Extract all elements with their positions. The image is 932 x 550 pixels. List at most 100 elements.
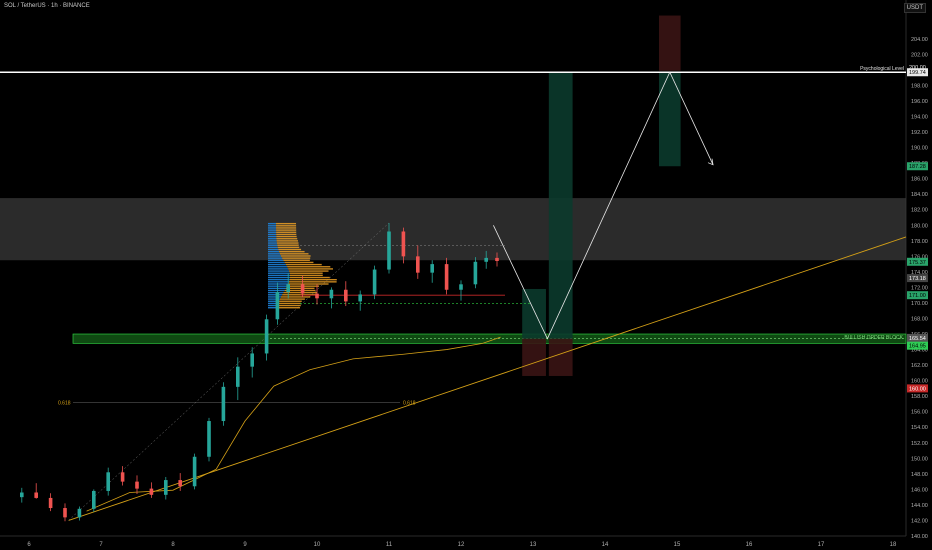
price-tag-label: 200.00 (909, 65, 926, 71)
volume-profile-up-bar (268, 227, 277, 229)
volume-profile-down-bar (282, 257, 311, 259)
volume-profile-down-bar (282, 294, 316, 296)
volume-profile-up-bar (268, 296, 282, 298)
fib-anchor-line (68, 222, 390, 521)
volume-profile-down-bar (276, 240, 298, 242)
price-tick-label: 142.00 (911, 518, 928, 524)
time-tick-label: 16 (746, 542, 753, 548)
trade-box-3 (548, 338, 573, 376)
volume-profile-down-bar (287, 266, 331, 268)
currency-badge[interactable]: USDT (903, 3, 926, 13)
price-tick-label: 146.00 (911, 487, 928, 493)
price-tick-label: 194.00 (911, 115, 928, 121)
volume-profile-up-bar (268, 248, 279, 251)
volume-profile-up-bar (268, 253, 280, 255)
volume-profile-down-bar (284, 261, 314, 264)
volume-profile-down-bar (278, 248, 302, 251)
price-tag-label: 171.00 (909, 293, 926, 299)
volume-profile-down-bar (276, 238, 298, 240)
candle-body (207, 421, 211, 457)
candle-body (444, 264, 449, 290)
trade-box-5 (659, 72, 681, 167)
price-tick-label: 196.00 (911, 99, 928, 105)
volume-profile-up-bar (268, 270, 290, 272)
candle-body (48, 497, 53, 509)
price-tag-bg (907, 257, 928, 266)
candle-body (329, 289, 334, 299)
volume-profile-up-bar (268, 281, 290, 283)
price-tick-label: 192.00 (911, 130, 928, 136)
price-tag-label: 165.54 (909, 336, 926, 342)
candle-body (358, 294, 362, 302)
volume-profile-down-bar (283, 259, 310, 261)
price-tick-label: 180.00 (911, 223, 928, 229)
candle-body (401, 231, 406, 257)
volume-profile-down-bar (289, 276, 330, 279)
candle-body (120, 472, 125, 482)
price-tick-label: 152.00 (911, 441, 928, 447)
price-tag-bg (907, 384, 928, 393)
volume-profile-up-bar (268, 289, 285, 292)
candle-body (300, 284, 305, 294)
volume-profile-up-bar (268, 274, 290, 277)
candle-body (20, 492, 24, 498)
price-tick-label: 168.00 (911, 316, 928, 322)
candle-body (77, 508, 82, 518)
volume-profile-up-bar (268, 225, 277, 227)
volume-profile-down-bar (276, 225, 297, 227)
price-tick-label: 170.00 (911, 301, 928, 307)
price-tick-label: 140.00 (911, 534, 928, 540)
price-tick-label: 174.00 (911, 270, 928, 276)
price-tick-label: 184.00 (911, 192, 928, 198)
time-tick-label: 17 (818, 542, 825, 548)
volume-profile-up-bar (268, 240, 277, 242)
candle-body (236, 366, 240, 387)
volume-profile-up-bar (268, 259, 284, 261)
candle-body (416, 256, 420, 273)
volume-profile-down-bar (281, 296, 311, 298)
volume-profile-up-bar (268, 272, 290, 274)
order-block-label: BULLISH ORDER BLOCK (844, 335, 903, 341)
projection-path (493, 71, 714, 340)
volume-profile-down-bar (281, 255, 311, 257)
projection-arrowhead (707, 158, 714, 166)
volume-profile-down-bar (283, 291, 318, 294)
price-tick-label: 162.00 (911, 363, 928, 369)
volume-profile-up-bar (268, 294, 283, 296)
candle-body (473, 261, 478, 285)
volume-profile-up-bar (268, 257, 283, 259)
volume-profile-up-bar (268, 287, 286, 290)
price-tag-label: 160.00 (909, 386, 926, 392)
volume-profile-up-bar (268, 283, 289, 285)
volume-profile-down-bar (288, 268, 333, 270)
candle-body (459, 284, 463, 290)
volume-profile-down-bar (284, 289, 316, 292)
candle-body (344, 289, 348, 302)
moving-average-line (86, 336, 501, 512)
volume-profile-up-bar (268, 304, 278, 307)
volume-profile-up-bar (268, 233, 277, 236)
price-tick-label: 154.00 (911, 425, 928, 431)
candle-body (264, 319, 269, 354)
volume-profile-up-bar (268, 238, 277, 240)
volume-profile-down-bar (289, 281, 337, 283)
volume-profile-down-bar (288, 283, 329, 285)
volume-profile-down-bar (285, 263, 322, 266)
volume-profile-down-bar (277, 307, 300, 309)
candle-body (164, 480, 168, 495)
price-tag-bg (907, 333, 928, 342)
price-tag-label: 175.37 (909, 260, 926, 266)
time-tick-label: 8 (171, 542, 175, 548)
time-tick-label: 18 (890, 542, 897, 548)
price-tick-label: 204.00 (911, 37, 928, 43)
candle-body (149, 488, 154, 495)
candle-body (286, 284, 290, 293)
price-tag-label: 187.28 (909, 164, 926, 170)
volume-profile-down-bar (276, 227, 297, 229)
trade-box-0 (522, 288, 546, 339)
price-tick-label: 148.00 (911, 472, 928, 478)
candle-body (34, 492, 38, 498)
price-tick-label: 172.00 (911, 285, 928, 291)
